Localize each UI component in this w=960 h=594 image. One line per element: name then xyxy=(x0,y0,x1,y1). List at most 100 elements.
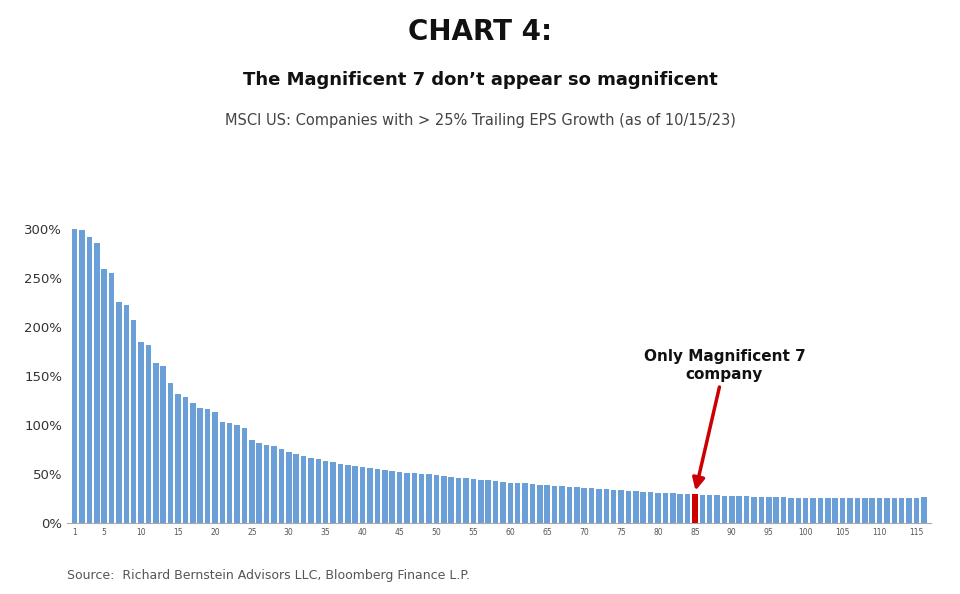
Bar xyxy=(86,238,92,523)
Bar xyxy=(818,498,823,523)
Bar xyxy=(707,495,712,523)
Bar xyxy=(352,466,358,523)
Bar xyxy=(847,498,852,523)
Bar xyxy=(684,494,690,523)
Bar xyxy=(396,472,402,523)
Bar xyxy=(722,496,728,523)
Bar xyxy=(227,423,232,523)
Bar xyxy=(338,464,344,523)
Bar xyxy=(271,446,276,523)
Bar xyxy=(544,485,550,523)
Bar xyxy=(220,422,225,523)
Bar xyxy=(131,320,136,523)
Bar xyxy=(382,470,388,523)
Bar xyxy=(714,495,720,523)
Bar xyxy=(190,403,196,523)
Bar xyxy=(316,459,321,523)
Bar xyxy=(478,479,484,523)
Bar xyxy=(751,497,756,523)
Bar xyxy=(700,495,705,523)
Bar xyxy=(434,475,439,523)
Bar xyxy=(758,497,764,523)
Bar xyxy=(146,345,151,523)
Bar xyxy=(234,425,240,523)
Text: CHART 4:: CHART 4: xyxy=(408,18,552,46)
Bar xyxy=(94,244,100,523)
Bar xyxy=(390,471,395,523)
Bar xyxy=(212,412,218,523)
Bar xyxy=(204,409,210,523)
Bar xyxy=(906,498,912,523)
Bar xyxy=(153,363,158,523)
Bar xyxy=(175,394,180,523)
Bar xyxy=(774,497,779,523)
Bar xyxy=(182,397,188,523)
Bar xyxy=(870,498,875,523)
Bar xyxy=(486,479,491,523)
Bar xyxy=(640,492,646,523)
Bar xyxy=(566,488,572,523)
Bar xyxy=(796,498,801,523)
Bar xyxy=(582,488,587,523)
Bar xyxy=(360,467,366,523)
Bar xyxy=(345,465,350,523)
Bar xyxy=(596,489,602,523)
Bar xyxy=(300,456,306,523)
Bar xyxy=(678,494,683,523)
Text: Only Magnificent 7
company: Only Magnificent 7 company xyxy=(643,349,805,487)
Bar xyxy=(286,452,292,523)
Bar xyxy=(412,473,417,523)
Bar xyxy=(294,454,299,523)
Bar xyxy=(160,366,166,523)
Bar xyxy=(670,493,676,523)
Bar xyxy=(884,498,890,523)
Bar xyxy=(574,488,580,523)
Bar xyxy=(463,478,468,523)
Bar xyxy=(374,469,380,523)
Bar xyxy=(492,481,498,523)
Bar xyxy=(72,229,78,523)
Bar xyxy=(766,497,772,523)
Bar xyxy=(308,458,314,523)
Bar xyxy=(530,485,535,523)
Bar xyxy=(780,497,786,523)
Bar xyxy=(537,485,542,523)
Bar xyxy=(79,229,84,523)
Bar xyxy=(588,488,594,523)
Bar xyxy=(788,498,794,523)
Bar xyxy=(515,484,520,523)
Bar xyxy=(256,443,262,523)
Bar xyxy=(899,498,904,523)
Bar xyxy=(655,493,660,523)
Bar xyxy=(914,498,919,523)
Bar xyxy=(330,462,336,523)
Bar xyxy=(138,342,144,523)
Bar xyxy=(124,305,129,523)
Bar xyxy=(419,473,424,523)
Bar xyxy=(448,476,454,523)
Bar xyxy=(662,493,668,523)
Bar xyxy=(456,478,462,523)
Bar xyxy=(840,498,846,523)
Bar xyxy=(611,491,616,523)
Bar xyxy=(367,468,372,523)
Bar xyxy=(278,449,284,523)
Bar xyxy=(470,479,476,523)
Bar xyxy=(604,489,609,523)
Bar xyxy=(426,473,432,523)
Bar xyxy=(116,302,122,523)
Bar xyxy=(404,473,410,523)
Bar xyxy=(323,461,328,523)
Bar xyxy=(825,498,830,523)
Bar xyxy=(618,491,624,523)
Bar xyxy=(862,498,868,523)
Bar xyxy=(522,484,528,523)
Bar xyxy=(441,476,446,523)
Bar xyxy=(508,482,513,523)
Bar xyxy=(729,496,734,523)
Bar xyxy=(108,273,114,523)
Bar xyxy=(810,498,816,523)
Bar xyxy=(692,494,698,523)
Bar xyxy=(102,268,107,523)
Bar xyxy=(242,428,248,523)
